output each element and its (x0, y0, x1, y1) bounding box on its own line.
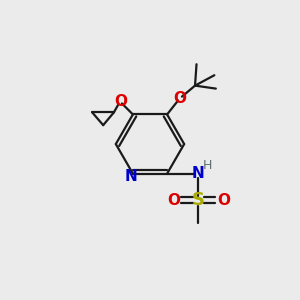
Text: O: O (173, 92, 186, 106)
Text: N: N (124, 169, 137, 184)
Text: H: H (203, 159, 212, 172)
Text: N: N (192, 166, 205, 181)
Text: S: S (192, 191, 205, 209)
Text: O: O (217, 193, 230, 208)
Text: O: O (167, 193, 180, 208)
Text: O: O (114, 94, 127, 110)
